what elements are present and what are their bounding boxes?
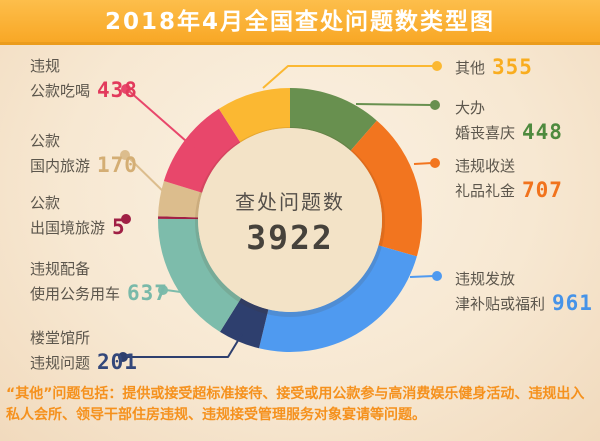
donut-segment [158,218,242,332]
leader-line [165,289,189,294]
donut-segment [158,180,203,218]
leader-line [355,103,433,106]
title-banner: 2018年4月全国查处问题数类型图 [0,0,600,45]
donut-segment [258,245,417,352]
center-disc [198,128,382,312]
callout-value: 170 [97,153,138,177]
callout-value: 707 [522,178,563,202]
leader-line [126,333,243,358]
footnote: “其他”问题包括：提供或接受超标准接待、接受或用公款参与高消费娱乐健身活动、违规… [6,386,585,423]
callout-weigui-gongkuan-chihe: 违规 公款吃喝 438 [30,57,138,102]
leader-dot [432,61,442,71]
leader-dot [121,214,131,224]
leader-line [128,90,195,149]
leader-line [262,65,434,89]
callout-hunsang-xiqing: 大办 婚丧喜庆 448 [455,99,563,144]
callout-qita: 其他 355 [455,55,533,79]
callout-gongkuan-chuguojing-lvyou: 公款 出国境旅游 5 [30,194,126,239]
callout-jinbutie-fuli: 违规发放 津补贴或福利 961 [455,270,593,315]
leader-dot [158,285,168,295]
callout-value: 355 [492,55,533,79]
callout-value: 5 [112,215,126,239]
callout-gongkuan-guonei-lvyou: 公款 国内旅游 170 [30,132,138,177]
leader-dot [118,352,128,362]
donut-segment [218,88,290,143]
donut-segment [163,108,241,193]
leader-dot [432,271,442,281]
donut-segment [290,88,377,151]
leader-line [409,275,435,278]
donut-segment [350,120,422,257]
callout-loutang-guansuo: 楼堂馆所 违规问题 201 [30,329,138,374]
callout-value: 438 [97,78,138,102]
leader-dot [430,100,440,110]
callout-gongwu-yongche: 违规配备 使用公务用车 637 [30,260,168,305]
leader-dot [121,84,131,94]
callout-value: 637 [127,281,168,305]
donut-segment [158,216,199,220]
callout-value: 448 [522,120,563,144]
donut-segment [219,297,269,349]
leader-dot [120,150,130,160]
leader-line [413,162,433,165]
callout-lipin-lijin: 违规收送 礼品礼金 707 [455,157,563,202]
page-title: 2018年4月全国查处问题数类型图 [104,9,496,35]
callout-value: 961 [552,291,593,315]
callout-value: 201 [97,350,138,374]
leader-line [127,156,171,199]
leader-dot [430,158,440,168]
